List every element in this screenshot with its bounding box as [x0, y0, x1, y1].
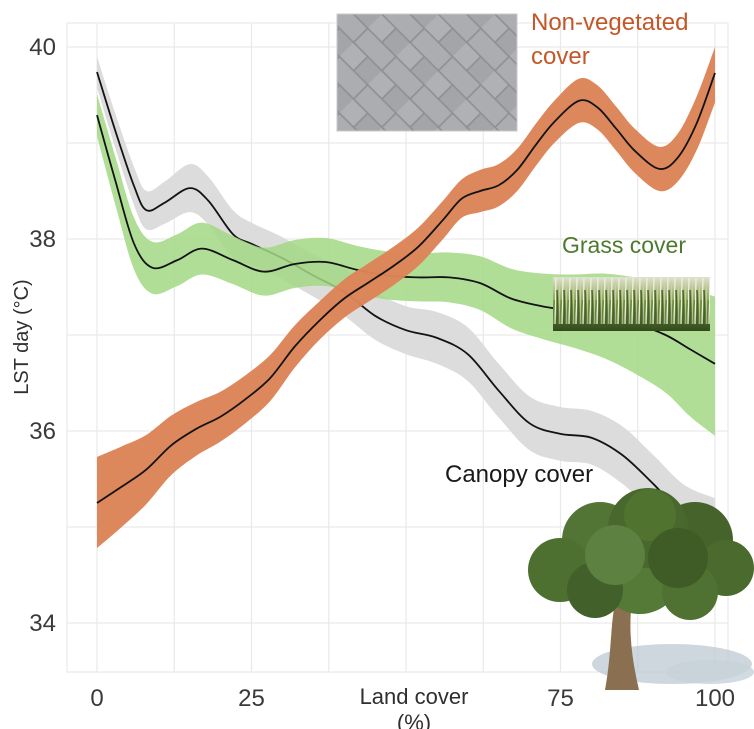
y-tick-label: 38	[29, 226, 56, 253]
x-axis-title: Land cover (%)	[359, 684, 469, 729]
non-vegetated-cover-line	[96, 72, 716, 504]
canopy-series-label: Canopy cover	[445, 461, 594, 488]
paver-image	[336, 13, 518, 132]
x-tick-label: 0	[90, 685, 103, 712]
x-tick-label: 25	[238, 685, 265, 712]
x-tick-label: 75	[547, 685, 574, 712]
nonveg-series-label: Non-vegetated cover	[531, 9, 689, 71]
canopy-cover-confidence-band	[97, 56, 715, 566]
grass-image	[553, 277, 710, 331]
y-axis-title: LST day (°C)	[11, 279, 33, 395]
tree-shadow	[666, 660, 754, 684]
y-tick-label: 34	[29, 610, 56, 637]
tree-image	[528, 488, 754, 690]
x-tick-label: 100	[695, 685, 735, 712]
y-tick-label: 36	[29, 418, 56, 445]
tree-foliage	[528, 488, 754, 620]
grass-series-label: Grass cover	[562, 232, 686, 258]
y-tick-label: 40	[29, 34, 56, 61]
